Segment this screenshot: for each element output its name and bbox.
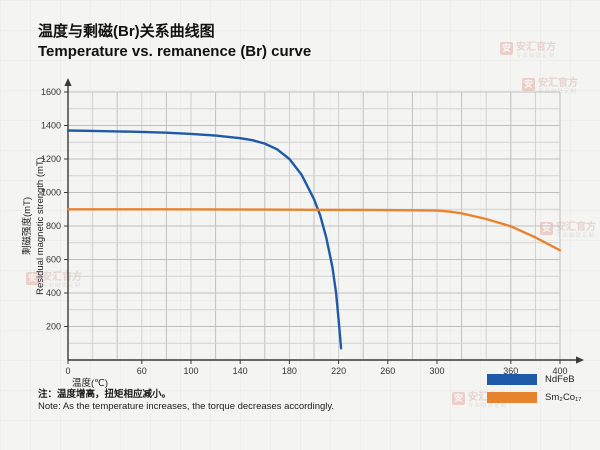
- svg-text:温度(℃): 温度(℃): [72, 377, 108, 389]
- chart-legend: NdFeB Sm₂Co₁₇: [487, 374, 582, 403]
- legend-label-ndfeb: NdFeB: [545, 374, 575, 385]
- note-en: Note: As the temperature increases, the …: [38, 401, 335, 412]
- watermark-logo-icon: 安: [500, 42, 513, 55]
- svg-text:360: 360: [503, 366, 518, 376]
- legend-item-ndfeb: NdFeB: [487, 374, 582, 385]
- watermark: 安 安汇官方专业磁铁定制: [500, 42, 556, 60]
- svg-text:剩磁强度(mT): 剩磁强度(mT): [21, 197, 33, 255]
- chart-header: 温度与剩磁(Br)关系曲线图 Temperature vs. remanence…: [38, 22, 311, 62]
- svg-text:1200: 1200: [41, 154, 61, 164]
- svg-text:1400: 1400: [41, 121, 61, 131]
- svg-text:800: 800: [46, 221, 61, 231]
- legend-item-sm2co17: Sm₂Co₁₇: [487, 392, 582, 403]
- svg-text:100: 100: [183, 366, 198, 376]
- legend-label-sm2co17: Sm₂Co₁₇: [545, 392, 582, 403]
- watermark-text: 安汇官方: [516, 42, 556, 53]
- svg-text:400: 400: [46, 288, 61, 298]
- note-zh: 注：温度增高，扭矩相应减小。: [38, 389, 172, 400]
- svg-text:400: 400: [552, 366, 567, 376]
- svg-text:0: 0: [65, 366, 70, 376]
- svg-text:Residual magnetic strength (mT: Residual magnetic strength (mT): [35, 157, 46, 295]
- svg-text:300: 300: [429, 366, 444, 376]
- notes: 注：温度增高，扭矩相应减小。 Note: As the temperature …: [38, 389, 334, 413]
- svg-text:140: 140: [233, 366, 248, 376]
- svg-text:220: 220: [331, 366, 346, 376]
- svg-text:180: 180: [282, 366, 297, 376]
- svg-text:1000: 1000: [41, 188, 61, 198]
- svg-text:60: 60: [137, 366, 147, 376]
- legend-swatch-sm2co17: [487, 392, 537, 403]
- svg-text:200: 200: [46, 322, 61, 332]
- svg-text:1600: 1600: [41, 87, 61, 97]
- svg-text:600: 600: [46, 255, 61, 265]
- chart-canvas: 0 60 100 140 180 220 260 300 360 400 200 400 600 800 1…: [21, 78, 584, 389]
- watermark-subtext: 专业磁铁定制: [516, 53, 556, 59]
- page-title-en: Temperature vs. remanence (Br) curve: [38, 43, 312, 60]
- page-title-zh: 温度与剩磁(Br)关系曲线图: [38, 23, 215, 40]
- legend-swatch-ndfeb: [487, 374, 537, 385]
- svg-text:260: 260: [380, 366, 395, 376]
